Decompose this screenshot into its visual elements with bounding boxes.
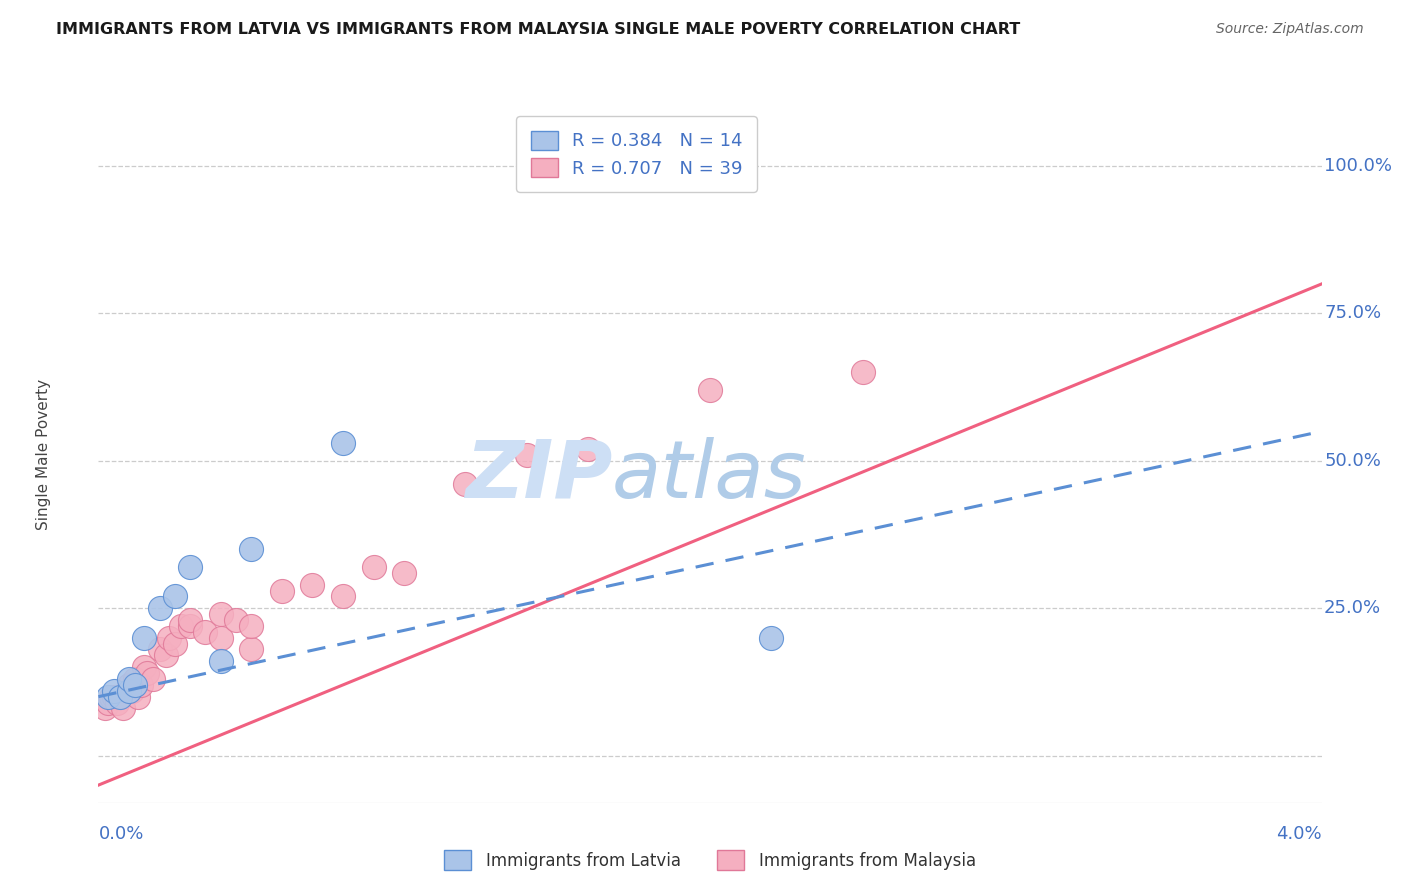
Point [209,631,232,645]
Point [118,678,141,692]
Point [97,690,120,704]
Point [852,365,875,379]
Point [118,672,141,686]
Point [149,642,172,657]
Point [97,696,120,710]
Point [209,654,232,668]
Text: 4.0%: 4.0% [1277,825,1322,843]
Point [111,701,134,715]
Text: 75.0%: 75.0% [1324,304,1381,322]
Point [301,577,323,591]
Point [179,619,201,633]
Point [103,690,125,704]
Point [124,672,146,686]
Point [363,560,385,574]
Legend: Immigrants from Latvia, Immigrants from Malaysia: Immigrants from Latvia, Immigrants from … [430,836,990,884]
Point [103,683,125,698]
Point [149,601,172,615]
Point [194,624,217,639]
Point [124,678,146,692]
Point [155,648,177,663]
Text: ZIP: ZIP [465,437,612,515]
Point [157,631,180,645]
Point [392,566,416,580]
Point [170,619,193,633]
Point [240,542,263,557]
Point [332,590,354,604]
Point [516,448,538,462]
Point [163,637,186,651]
Text: 50.0%: 50.0% [1324,452,1381,470]
Point [179,560,201,574]
Point [759,631,782,645]
Point [240,619,263,633]
Point [637,153,661,167]
Point [163,590,186,604]
Text: IMMIGRANTS FROM LATVIA VS IMMIGRANTS FROM MALAYSIA SINGLE MALE POVERTY CORRELATI: IMMIGRANTS FROM LATVIA VS IMMIGRANTS FRO… [56,22,1021,37]
Point [270,583,294,598]
Point [118,683,141,698]
Point [142,672,165,686]
Text: Single Male Poverty: Single Male Poverty [37,379,51,531]
Point [225,613,247,627]
Point [108,690,131,704]
Point [108,690,131,704]
Point [136,666,159,681]
Point [129,678,152,692]
Point [93,701,115,715]
Point [240,642,263,657]
Point [105,696,128,710]
Text: atlas: atlas [612,437,807,515]
Point [209,607,232,621]
Point [699,383,721,397]
Text: Source: ZipAtlas.com: Source: ZipAtlas.com [1216,22,1364,37]
Text: 0.0%: 0.0% [98,825,143,843]
Text: 100.0%: 100.0% [1324,157,1392,175]
Point [134,631,156,645]
Point [100,690,122,704]
Point [134,660,156,674]
Point [576,442,599,456]
Point [127,690,149,704]
Point [121,683,143,698]
Text: 25.0%: 25.0% [1324,599,1381,617]
Point [454,477,477,491]
Point [332,436,354,450]
Point [179,613,201,627]
